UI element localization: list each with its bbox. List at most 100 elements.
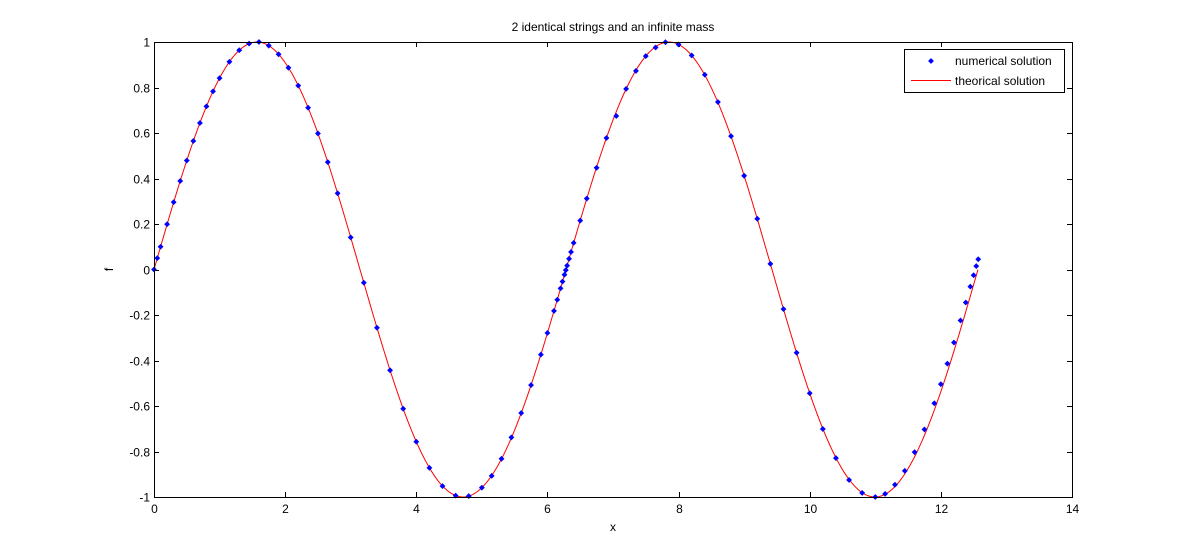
data-point-numerical xyxy=(400,405,407,412)
data-point-numerical xyxy=(973,263,980,270)
data-point-numerical xyxy=(554,296,561,303)
data-point-numerical xyxy=(324,159,331,166)
data-point-numerical xyxy=(413,438,420,445)
axes-box xyxy=(154,42,1073,498)
y-axis-label: f xyxy=(102,267,116,271)
data-point-numerical xyxy=(154,255,161,262)
y-tick-labels: -1 -0.8 -0.6 -0.4 -0.2 0 0.2 0.4 0.6 0.8 1 xyxy=(129,36,150,505)
data-point-numerical xyxy=(892,481,898,488)
y-tick-label: 0.4 xyxy=(133,173,150,187)
data-point-numerical xyxy=(157,243,164,250)
data-point-numerical xyxy=(593,164,600,171)
x-tick-label: 10 xyxy=(804,502,818,516)
data-point-numerical xyxy=(754,215,761,222)
data-point-numerical xyxy=(295,82,302,89)
data-point-numerical xyxy=(285,64,292,71)
data-point-numerical xyxy=(675,41,682,48)
data-point-numerical xyxy=(508,434,515,441)
data-point-numerical xyxy=(478,484,485,491)
data-point-numerical xyxy=(568,249,574,255)
data-point-numerical xyxy=(583,195,590,202)
legend-marker-diamond xyxy=(928,58,934,64)
y-tick-label: 0 xyxy=(143,264,150,278)
data-point-numerical xyxy=(196,120,203,126)
data-point-numerical xyxy=(566,255,572,262)
data-point-numerical xyxy=(559,278,566,285)
data-point-numerical xyxy=(203,103,210,110)
data-point-numerical xyxy=(183,157,190,164)
data-point-numerical xyxy=(564,262,571,269)
data-point-numerical xyxy=(970,272,977,279)
x-tick-label: 2 xyxy=(282,502,289,516)
data-point-numerical xyxy=(190,138,197,144)
series-layer xyxy=(151,39,982,500)
data-point-numerical xyxy=(688,52,695,59)
data-point-numerical xyxy=(488,472,495,479)
data-point-numerical xyxy=(347,234,354,241)
x-tick-label: 6 xyxy=(544,502,551,516)
data-point-numerical xyxy=(170,199,177,206)
legend-label-theorical: theorical solution xyxy=(955,74,1045,88)
x-tick-label: 0 xyxy=(151,502,158,516)
data-point-numerical xyxy=(334,190,341,197)
x-tick-label: 8 xyxy=(676,502,683,516)
data-point-numerical xyxy=(577,217,584,224)
data-point-numerical xyxy=(967,283,974,290)
data-point-numerical xyxy=(962,299,969,306)
x-tick-labels: 0 2 4 6 8 10 12 14 xyxy=(151,502,1079,516)
y-tick-label: -0.6 xyxy=(129,400,150,414)
data-point-numerical xyxy=(452,492,459,499)
x-tick-label: 14 xyxy=(1066,502,1080,516)
data-point-numerical xyxy=(701,71,708,78)
data-point-numerical xyxy=(562,267,569,274)
data-point-numerical xyxy=(537,351,544,358)
data-point-numerical xyxy=(911,449,918,456)
data-point-numerical xyxy=(387,367,393,374)
data-point-numerical xyxy=(793,349,800,356)
data-point-numerical xyxy=(901,467,908,474)
data-point-numerical xyxy=(833,455,839,462)
data-point-numerical xyxy=(937,381,944,388)
x-tick-label: 12 xyxy=(935,502,949,516)
data-point-numerical xyxy=(846,477,852,483)
data-point-numerical xyxy=(360,279,367,286)
data-point-numerical xyxy=(226,58,233,65)
data-point-numerical xyxy=(426,464,433,471)
y-tick-label: -1 xyxy=(139,491,150,505)
data-point-numerical xyxy=(518,410,525,416)
data-point-numerical xyxy=(767,260,774,267)
data-point-numerical xyxy=(528,382,534,388)
legend-box xyxy=(904,49,1065,93)
y-tick-label: 0.8 xyxy=(133,82,150,96)
data-point-numerical xyxy=(652,44,659,51)
y-tick-label: 1 xyxy=(143,36,150,50)
data-point-numerical xyxy=(265,42,272,49)
data-point-numerical xyxy=(275,51,282,58)
data-point-numerical xyxy=(210,88,216,95)
legend-label-numerical: numerical solution xyxy=(955,54,1052,68)
x-tick-label: 4 xyxy=(413,502,420,516)
y-tick-label: -0.4 xyxy=(129,355,150,369)
data-point-numerical xyxy=(236,47,243,54)
x-axis-label: x xyxy=(610,520,616,534)
data-point-numerical xyxy=(642,53,649,60)
data-point-numerical xyxy=(551,307,557,314)
data-point-numerical xyxy=(603,135,610,141)
data-point-numerical xyxy=(728,133,734,140)
data-point-numerical xyxy=(544,330,551,336)
data-point-numerical xyxy=(164,221,171,228)
y-tick-label: 0.2 xyxy=(133,218,150,232)
data-point-numerical xyxy=(613,113,620,119)
data-point-numerical xyxy=(859,489,866,496)
data-point-numerical xyxy=(714,99,721,105)
data-point-numerical xyxy=(921,426,928,433)
y-tick-label: 0.6 xyxy=(133,127,150,141)
axes-background xyxy=(154,42,1072,497)
data-point-numerical xyxy=(216,75,223,82)
legend: numerical solution theorical solution xyxy=(904,49,1065,93)
data-point-numerical xyxy=(882,490,889,497)
data-point-numerical xyxy=(570,239,577,246)
y-tick-label: -0.8 xyxy=(129,446,150,460)
